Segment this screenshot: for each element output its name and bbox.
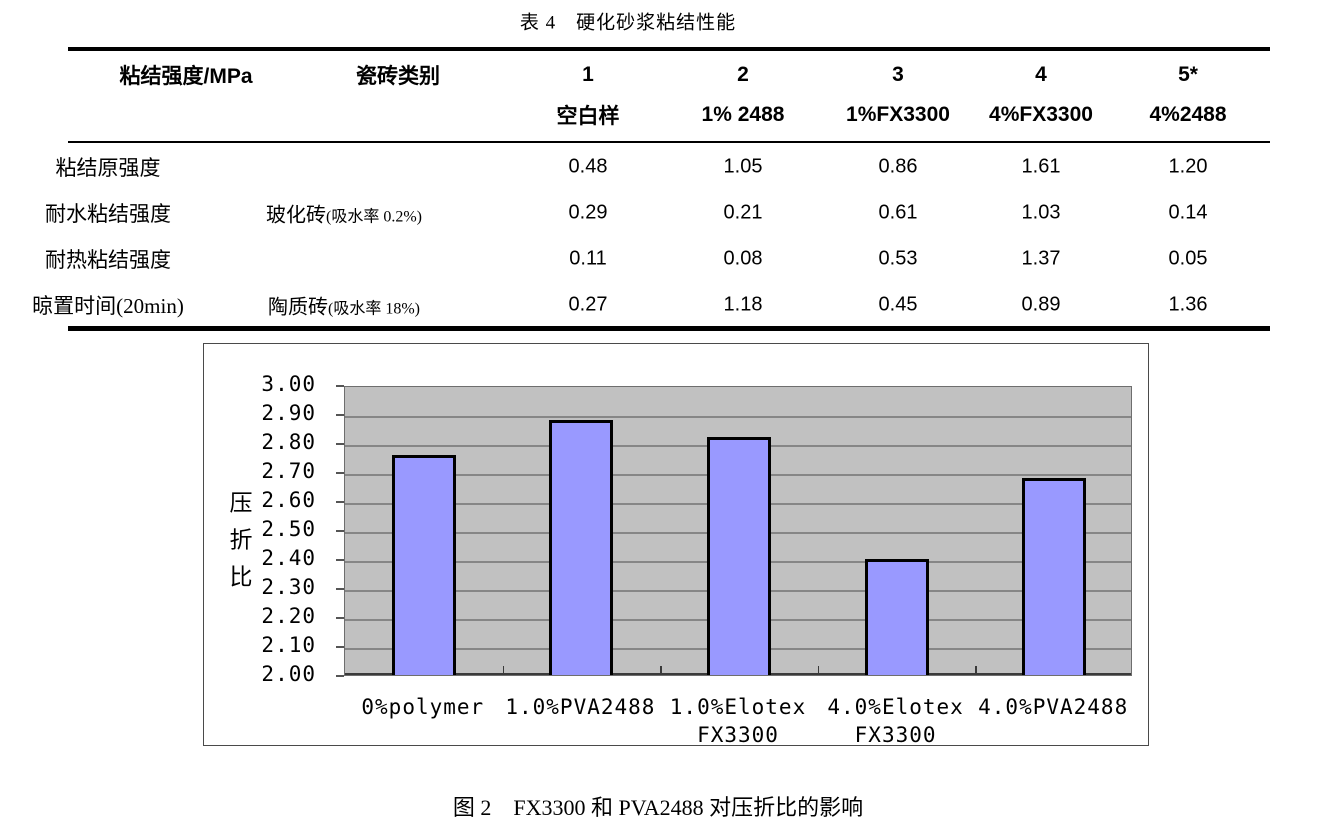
- header-sample-name: 1%FX3300: [846, 103, 950, 126]
- y-axis-title-char: 压: [229, 490, 253, 516]
- table-value: 0.45: [878, 293, 918, 316]
- table-value: 0.29: [568, 201, 608, 224]
- chart-bar-2: [549, 419, 614, 675]
- chart-bar-5: [1022, 477, 1087, 675]
- row-label: 晾置时间(20min): [32, 294, 184, 318]
- table-value: 1.20: [1168, 155, 1208, 178]
- table-value: 1.36: [1168, 293, 1208, 316]
- figure-2-chart: 压折比 2.00 2.10 2.20 2.30 2.40 2.50 2.60 2.70 2.80…: [203, 343, 1149, 749]
- table-value: 0.86: [878, 155, 918, 178]
- x-tick-mark: [975, 666, 977, 675]
- table-value: 1.18: [723, 293, 763, 316]
- tile-type-note: (吸水率 18%): [328, 300, 420, 318]
- y-tick-label: 2.00: [261, 662, 316, 686]
- x-tick-mark: [660, 666, 662, 675]
- y-tick-mark: [336, 675, 344, 677]
- y-tick-label: 2.30: [261, 575, 316, 599]
- table-value: 0.27: [568, 293, 608, 316]
- table-value: 1.37: [1021, 247, 1061, 270]
- y-tick-mark: [336, 414, 344, 416]
- y-tick-mark: [336, 559, 344, 561]
- table-value: 0.11: [569, 247, 607, 270]
- row-label: 耐水粘结强度: [45, 202, 171, 226]
- x-category-label: 0%polymer: [361, 693, 484, 721]
- table-value: 0.14: [1168, 201, 1208, 224]
- table-value: 0.05: [1168, 247, 1208, 270]
- y-tick-mark: [336, 501, 344, 503]
- header-sample-number: 5*: [1178, 63, 1198, 86]
- table-value: 0.61: [878, 201, 918, 224]
- table-title: 表 4 硬化砂浆粘结性能: [519, 12, 737, 34]
- y-tick-label: 2.50: [261, 517, 316, 541]
- figure-caption: 图 2 FX3300 和 PVA2488 对压折比的影响: [452, 795, 864, 820]
- table-rule: [68, 141, 1270, 143]
- header-sample-name: 1% 2488: [701, 103, 785, 126]
- tile-type-cell: 陶质砖(吸水率 18%): [268, 291, 420, 320]
- y-axis-title: 压折比: [230, 485, 253, 596]
- x-category-label-line: 4.0%PVA2488: [978, 695, 1129, 719]
- chart-bar-3: [707, 437, 771, 675]
- chart-plot-area: [344, 386, 1132, 676]
- x-tick-mark: [817, 666, 820, 675]
- table-value: 0.89: [1021, 293, 1061, 316]
- header-sample-number: 4: [1035, 63, 1047, 86]
- header-sample-name: 4%FX3300: [989, 103, 1093, 126]
- x-category-label: 1.0%PVA2488: [505, 693, 655, 721]
- y-tick-label: 2.40: [261, 546, 316, 570]
- x-tick-mark: [502, 666, 505, 675]
- y-tick-label: 2.60: [261, 488, 316, 512]
- table-value: 1.05: [723, 155, 763, 178]
- chart-bar-4: [864, 559, 929, 675]
- y-tick-label: 2.80: [261, 430, 316, 454]
- gridline: [345, 416, 1131, 418]
- x-category-label: 1.0%Elotex FX3300: [670, 693, 806, 749]
- header-col2: 瓷砖类别: [356, 65, 440, 88]
- x-category-label-line: 4.0%Elotex: [827, 695, 964, 719]
- x-category-label-line: FX3300: [854, 723, 937, 747]
- table-rule: [68, 326, 1270, 331]
- tile-type-main: 陶质砖: [268, 296, 328, 319]
- y-tick-label: 2.90: [261, 401, 316, 425]
- table-rule: [68, 47, 1270, 51]
- x-category-label-line: FX3300: [697, 723, 779, 747]
- x-category-label-line: 1.0%PVA2488: [505, 695, 656, 719]
- y-tick-mark: [336, 617, 344, 619]
- x-category-label: 4.0%PVA2488: [978, 693, 1128, 721]
- y-axis-title-char: 折: [229, 527, 253, 553]
- table-value: 0.21: [723, 201, 763, 224]
- tile-type-cell: 玻化砖(吸水率 0.2%): [266, 199, 422, 228]
- y-tick-label: 2.10: [261, 633, 316, 657]
- header-sample-number: 1: [582, 63, 594, 86]
- table-value: 1.03: [1021, 201, 1061, 224]
- y-tick-mark: [336, 530, 344, 532]
- y-tick-label: 2.20: [261, 604, 316, 628]
- header-sample-name: 4%2488: [1149, 103, 1227, 126]
- header-sample-number: 3: [892, 63, 904, 86]
- chart-bar-1: [391, 454, 456, 675]
- y-tick-mark: [336, 646, 344, 648]
- tile-type-main: 玻化砖: [266, 204, 326, 227]
- y-tick-mark: [336, 385, 344, 387]
- x-category-label: 4.0%Elotex FX3300: [827, 693, 963, 749]
- header-sample-name: 空白样: [556, 105, 620, 128]
- y-tick-label: 2.70: [261, 459, 316, 483]
- y-tick-label: 3.00: [261, 372, 316, 396]
- table-value: 0.53: [878, 247, 918, 270]
- row-label: 粘结原强度: [55, 156, 161, 180]
- header-sample-number: 2: [737, 63, 749, 86]
- row-label: 耐热粘结强度: [45, 248, 171, 272]
- y-tick-mark: [336, 472, 344, 474]
- y-axis-title-char: 比: [229, 564, 253, 590]
- y-tick-mark: [336, 443, 344, 445]
- table-value: 0.48: [568, 155, 608, 178]
- table-value: 0.08: [723, 247, 763, 270]
- x-category-label-line: 1.0%Elotex: [669, 695, 807, 719]
- tile-type-note: (吸水率 0.2%): [326, 208, 422, 226]
- header-col1: 粘结强度/MPa: [119, 65, 253, 88]
- x-category-label-line: 0%polymer: [361, 695, 485, 719]
- y-tick-mark: [336, 588, 344, 590]
- table-value: 1.61: [1021, 155, 1061, 178]
